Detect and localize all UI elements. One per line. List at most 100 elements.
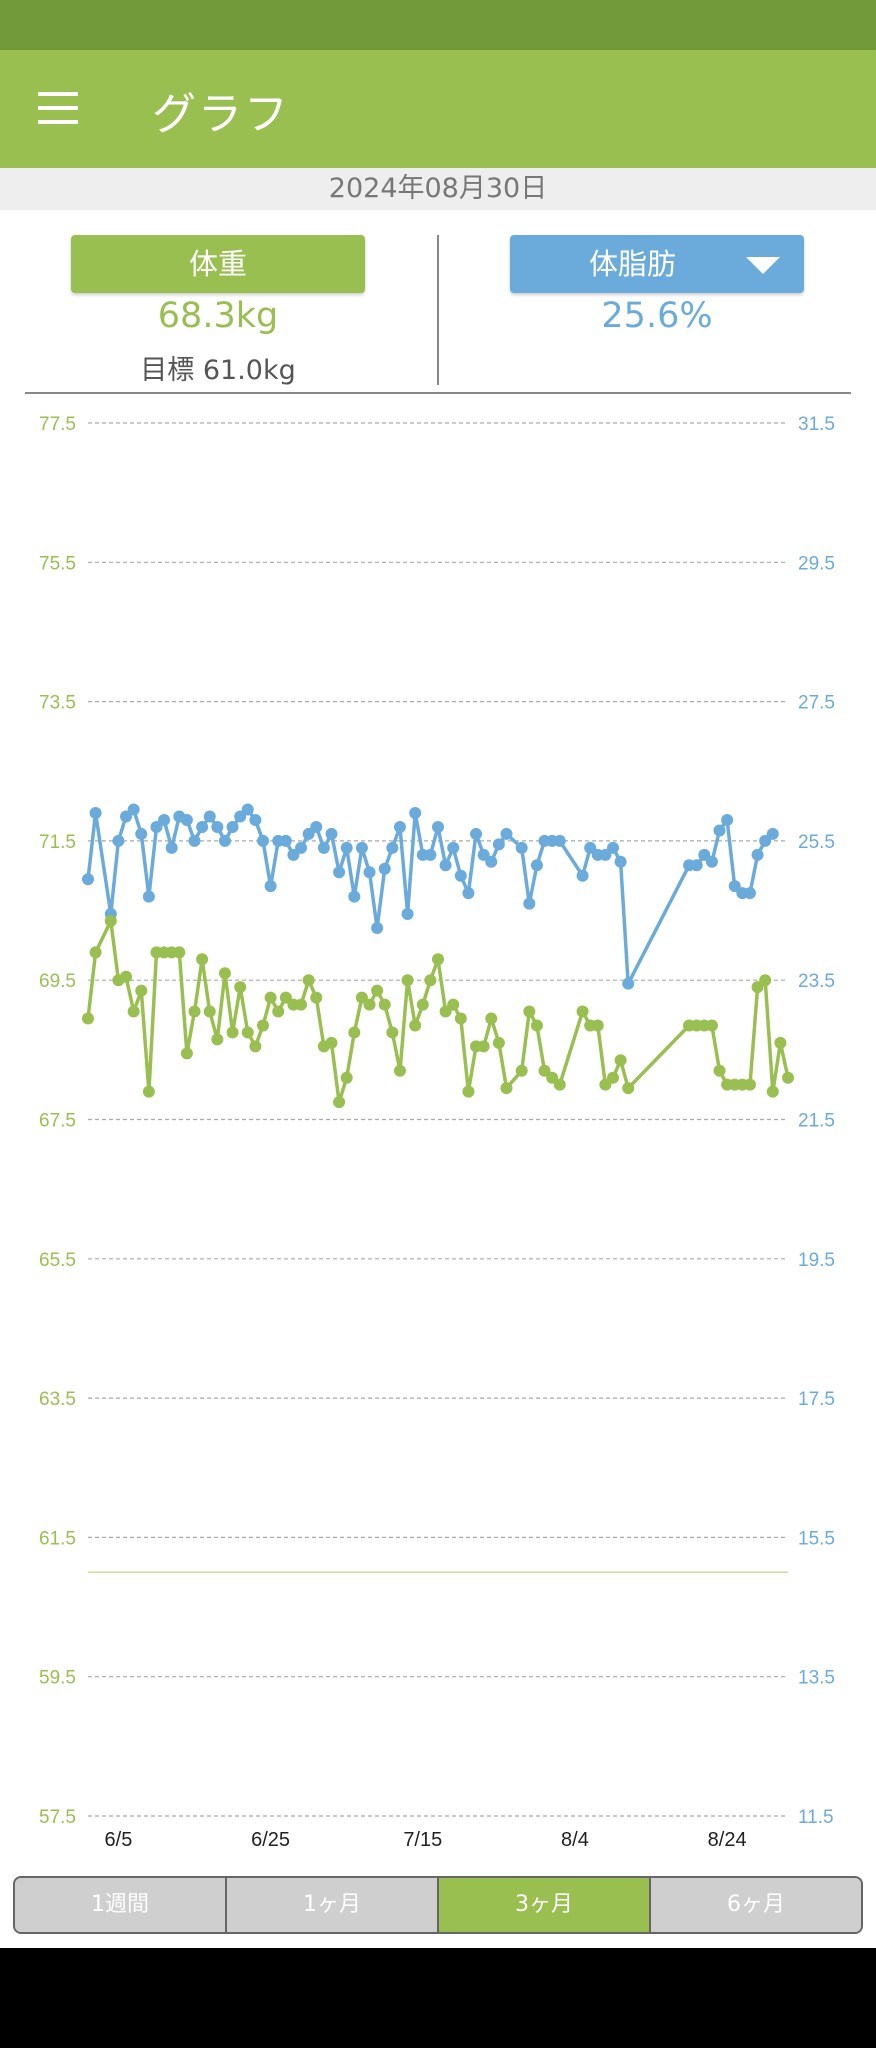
fat-data-point	[492, 838, 505, 851]
weight-data-point	[607, 1071, 619, 1084]
fat-data-point	[462, 887, 475, 900]
weight-data-point	[241, 1026, 254, 1039]
tab-period-3[interactable]: 6ヶ月	[651, 1878, 861, 1932]
x-tick-label: 8/4	[561, 1829, 589, 1850]
weight-data-point	[120, 970, 133, 983]
fat-data-point	[203, 810, 216, 823]
y-right-tick-label: 19.5	[798, 1250, 835, 1271]
fat-data-point	[690, 859, 703, 872]
fat-data-point	[158, 814, 171, 827]
status-bar	[0, 0, 876, 50]
fat-data-point	[264, 880, 277, 893]
fat-data-point	[698, 848, 711, 861]
weight-data-point	[500, 1082, 513, 1095]
weight-data-point	[530, 1019, 543, 1032]
weight-data-point	[257, 1019, 269, 1032]
fat-data-point	[355, 841, 368, 854]
weight-data-point	[705, 1019, 718, 1032]
y-left-tick-label: 77.5	[39, 414, 76, 435]
weight-data-point	[371, 984, 384, 997]
weight-data-point	[492, 1036, 505, 1049]
tab-period-2[interactable]: 3ヶ月	[439, 1878, 651, 1932]
fat-data-point	[393, 820, 406, 833]
fat-data-point	[530, 859, 543, 872]
fat-data-point	[454, 869, 467, 882]
fat-data-point	[257, 834, 269, 847]
fat-data-point	[135, 827, 148, 840]
weight-data-point	[462, 1085, 475, 1098]
y-right-tick-label: 17.5	[798, 1389, 835, 1410]
weight-data-point	[591, 1019, 604, 1032]
y-right-tick-label: 31.5	[798, 414, 835, 435]
weight-data-point	[782, 1071, 794, 1084]
fat-data-point	[317, 841, 330, 854]
body-fat-dropdown[interactable]: 体脂肪	[510, 235, 804, 293]
y-left-tick-label: 63.5	[39, 1389, 76, 1410]
fat-data-point	[120, 810, 133, 823]
fat-data-point	[127, 803, 140, 816]
weight-fat-line-chart: 77.5 31.5 75.5 29.5 73.5 27.5 71.5 25.5 69.5 23.5…	[39, 414, 835, 1850]
y-left-tick-label: 73.5	[39, 693, 76, 714]
fat-data-point	[477, 848, 490, 861]
weight-data-point	[333, 1096, 346, 1109]
weight-data-point	[439, 1005, 452, 1018]
fat-data-point	[371, 921, 384, 934]
x-tick-label: 7/15	[403, 1829, 442, 1850]
weight-data-point	[135, 984, 148, 997]
weight-data-point	[401, 974, 414, 987]
fat-data-point	[523, 897, 536, 910]
weight-data-point	[218, 967, 231, 980]
weight-data-point	[363, 998, 376, 1011]
y-left-tick-label: 69.5	[39, 971, 76, 992]
weight-data-point	[409, 1019, 422, 1032]
weight-data-point	[127, 1005, 140, 1018]
weight-data-point	[378, 998, 391, 1011]
y-left-tick-label: 61.5	[39, 1528, 76, 1549]
weight-data-point	[454, 1012, 467, 1025]
fat-data-point	[743, 887, 756, 900]
period-tabs: 1週間 1ヶ月 3ヶ月 6ヶ月	[13, 1876, 863, 1934]
weight-data-point	[188, 1005, 201, 1018]
weight-data-point	[766, 1085, 779, 1098]
fat-data-point	[599, 848, 612, 861]
weight-button[interactable]: 体重	[71, 235, 365, 293]
y-left-tick-label: 59.5	[39, 1668, 76, 1689]
fat-data-point	[302, 827, 315, 840]
weight-data-point	[599, 1078, 612, 1091]
y-left-tick-label: 67.5	[39, 1111, 76, 1132]
y-left-tick-label: 75.5	[39, 553, 76, 574]
weight-data-point	[538, 1064, 551, 1077]
weight-data-point	[340, 1071, 353, 1084]
fat-data-point	[211, 820, 224, 833]
tab-period-1[interactable]: 1ヶ月	[227, 1878, 439, 1932]
y-left-tick-label: 65.5	[39, 1250, 76, 1271]
navigation-bar	[0, 1948, 876, 2048]
fat-data-point	[607, 841, 619, 854]
fat-data-point	[378, 862, 391, 875]
weight-series-line	[86, 919, 790, 1104]
fat-data-point	[401, 908, 414, 921]
date-display: 2024年08月30日	[0, 168, 876, 210]
weight-data-point	[82, 1012, 94, 1025]
fat-data-point	[112, 834, 125, 847]
fat-data-point	[424, 848, 437, 861]
fat-data-point	[196, 820, 209, 833]
weight-data-point	[751, 981, 764, 994]
fat-data-point	[180, 814, 193, 827]
y-left-tick-label: 71.5	[39, 832, 76, 853]
weight-data-point	[485, 1012, 498, 1025]
y-left-tick-label: 57.5	[39, 1807, 76, 1828]
fat-data-point	[287, 848, 300, 861]
fat-data-point	[432, 820, 444, 833]
fat-data-point	[348, 890, 361, 903]
fat-data-point	[325, 827, 338, 840]
weight-data-point	[203, 1005, 216, 1018]
weight-data-point	[355, 991, 368, 1004]
tab-period-0[interactable]: 1週間	[15, 1878, 227, 1932]
fat-data-point	[721, 814, 734, 827]
weight-data-point	[424, 974, 437, 987]
weight-data-point	[142, 1085, 155, 1098]
weight-data-point	[447, 998, 460, 1011]
weight-data-point	[279, 991, 292, 1004]
hamburger-menu-icon[interactable]	[28, 84, 88, 134]
